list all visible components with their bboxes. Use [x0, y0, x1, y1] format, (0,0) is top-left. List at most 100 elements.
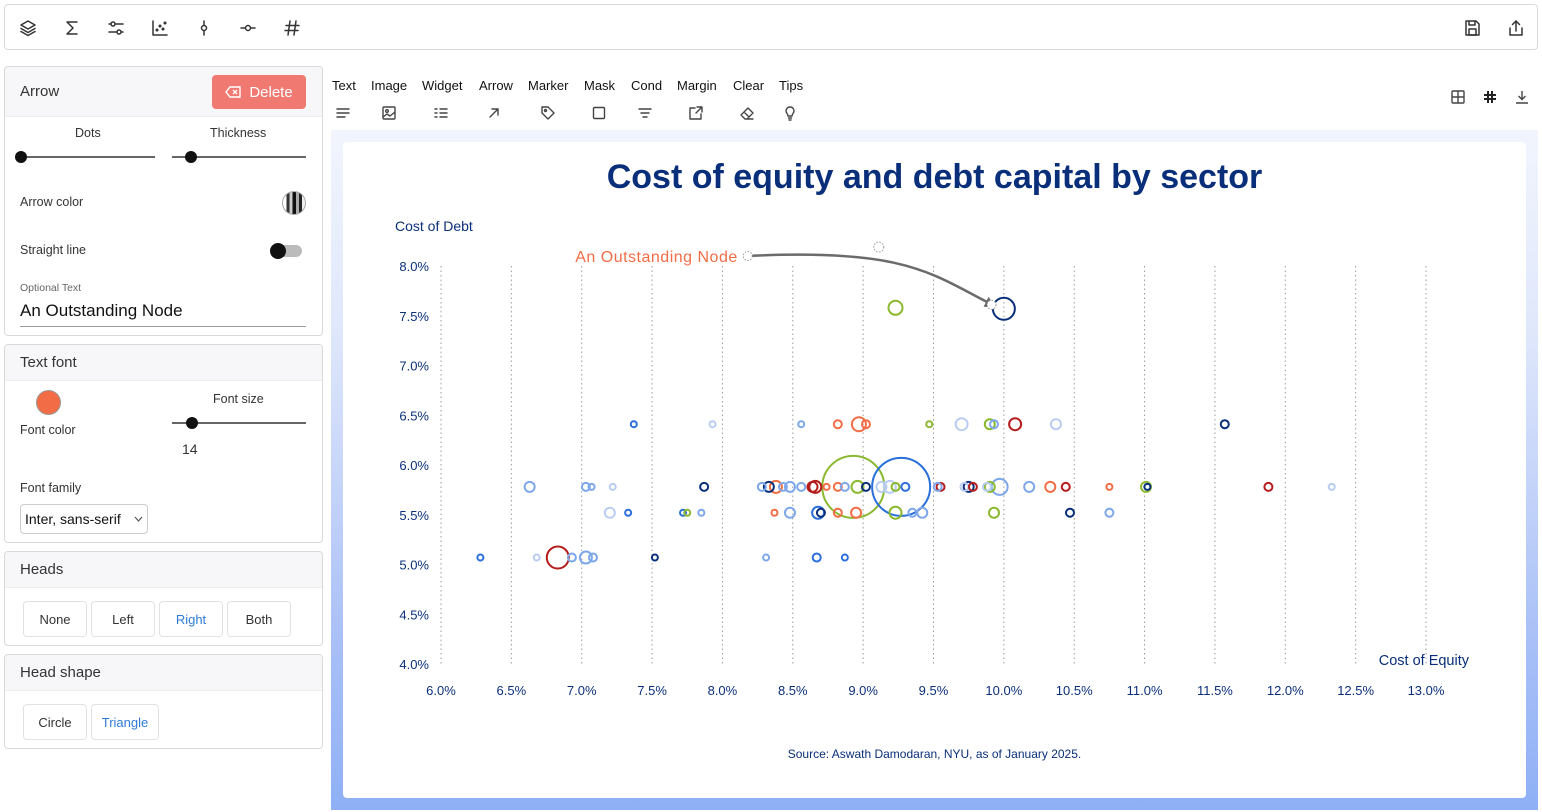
data-point	[770, 508, 779, 517]
data-point	[832, 419, 843, 430]
scatter-icon[interactable]	[149, 17, 171, 39]
eraser-icon[interactable]	[739, 105, 757, 123]
x-tick-label: 13.0%	[1408, 683, 1445, 698]
image-icon[interactable]	[381, 105, 399, 123]
menu-tips[interactable]: Tips	[779, 78, 804, 93]
y-tick-label: 4.0%	[399, 657, 429, 672]
data-point	[882, 479, 897, 494]
layers-icon[interactable]	[17, 17, 39, 39]
data-point	[762, 553, 771, 562]
font-size-slider-track[interactable]	[172, 422, 306, 424]
sigma-icon[interactable]	[61, 17, 83, 39]
x-tick-label: 7.0%	[567, 683, 597, 698]
arrow-icon[interactable]	[486, 105, 504, 123]
marker-vertical-icon[interactable]	[193, 17, 215, 39]
straight-line-toggle[interactable]	[270, 243, 302, 259]
data-point	[962, 480, 975, 493]
data-point	[762, 480, 775, 493]
y-tick-label: 5.5%	[399, 508, 429, 523]
head-both-button[interactable]: Both	[227, 601, 291, 637]
menu-cond[interactable]: Cond	[631, 78, 663, 93]
thickness-slider-track[interactable]	[172, 156, 306, 158]
head-right-button[interactable]: Right	[159, 601, 223, 637]
head-left-button[interactable]: Left	[91, 601, 155, 637]
thickness-slider-knob[interactable]	[185, 151, 197, 163]
y-axis-label: Cost of Debt	[395, 218, 473, 234]
menu-margin[interactable]: Margin	[677, 78, 717, 93]
data-point	[1143, 482, 1152, 491]
dots-slider-track[interactable]	[20, 156, 155, 158]
data-point	[608, 482, 617, 491]
thickness-label: Thickness	[210, 126, 267, 140]
x-tick-label: 11.5%	[1197, 683, 1233, 698]
filter-icon[interactable]	[637, 105, 655, 123]
margin-icon[interactable]	[688, 105, 706, 123]
arrow-start-handle	[742, 251, 753, 262]
marker-horizontal-icon[interactable]	[237, 17, 259, 39]
share-icon[interactable]	[1505, 17, 1527, 39]
font-family-select[interactable]: Inter, sans-serif	[20, 504, 148, 534]
heads-title: Heads	[5, 552, 322, 588]
font-size-slider-knob[interactable]	[186, 417, 198, 429]
x-tick-label: 10.5%	[1056, 683, 1093, 698]
delete-button[interactable]: Delete	[212, 75, 306, 109]
y-tick-label: 7.0%	[399, 359, 429, 374]
arrow-color-swatch[interactable]	[282, 191, 306, 215]
x-tick-label: 8.0%	[708, 683, 738, 698]
snap-icon[interactable]	[1482, 89, 1500, 107]
menu-widget[interactable]: Widget	[422, 78, 463, 93]
font-color-swatch[interactable]	[36, 390, 61, 415]
data-point	[683, 508, 692, 517]
data-point	[822, 482, 831, 491]
data-point	[1008, 417, 1023, 432]
widget-icon[interactable]	[433, 105, 451, 123]
data-point	[796, 481, 807, 492]
menu-marker[interactable]: Marker	[528, 78, 569, 93]
data-point	[887, 299, 904, 316]
menu-image[interactable]: Image	[371, 78, 408, 93]
sliders-icon[interactable]	[105, 17, 127, 39]
data-point	[708, 420, 717, 429]
arrow-end-handle	[986, 299, 997, 310]
tag-icon[interactable]	[540, 105, 558, 123]
data-point	[815, 507, 826, 518]
data-point	[545, 545, 570, 570]
data-point	[797, 420, 806, 429]
data-point	[988, 506, 1001, 519]
y-tick-label: 6.0%	[399, 458, 429, 473]
top-toolbar	[4, 4, 1538, 50]
data-point	[981, 481, 992, 492]
dots-slider-knob[interactable]	[15, 151, 27, 163]
save-icon[interactable]	[1461, 17, 1483, 39]
data-point	[860, 419, 871, 430]
shape-triangle-button[interactable]: Triangle	[91, 704, 159, 740]
menu-text[interactable]: Text	[332, 78, 356, 93]
menu-clear[interactable]: Clear	[733, 78, 765, 93]
data-point	[989, 419, 1000, 430]
bulb-icon[interactable]	[782, 105, 800, 123]
menu-arrow[interactable]: Arrow	[479, 78, 513, 93]
data-point	[1064, 507, 1075, 518]
square-mask-icon[interactable]	[591, 105, 609, 123]
data-point	[907, 507, 918, 518]
x-tick-label: 11.0%	[1127, 683, 1163, 698]
dots-label: Dots	[75, 126, 101, 140]
head-shape-title: Head shape	[5, 655, 322, 691]
grid-icon[interactable]	[1450, 89, 1468, 107]
straight-line-label: Straight line	[20, 243, 87, 257]
download-icon[interactable]	[1514, 89, 1532, 107]
hash-icon[interactable]	[281, 17, 303, 39]
data-point	[888, 505, 903, 520]
x-tick-label: 9.5%	[919, 683, 949, 698]
backspace-icon	[225, 86, 242, 98]
text-lines-icon[interactable]	[335, 105, 353, 123]
optional-text-input[interactable]: An Outstanding Node	[20, 299, 306, 327]
menu-mask[interactable]: Mask	[584, 78, 616, 93]
data-point	[808, 479, 823, 494]
text-font-panel: Text font Font color Font size 14 Font f…	[4, 344, 323, 543]
shape-circle-button[interactable]: Circle	[23, 704, 87, 740]
x-axis-label: Cost of Equity	[1379, 653, 1470, 669]
head-none-button[interactable]: None	[23, 601, 87, 637]
y-tick-label: 5.0%	[399, 558, 429, 573]
data-point	[811, 552, 822, 563]
